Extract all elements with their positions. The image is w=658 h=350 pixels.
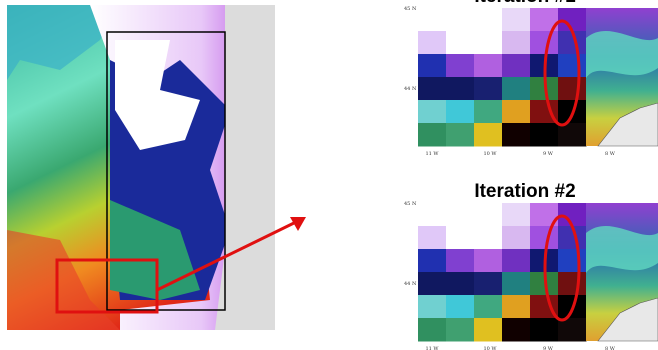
grid-cell — [474, 203, 503, 227]
grid-cell — [558, 249, 587, 273]
grid-cell — [446, 203, 475, 227]
grid-cell — [446, 100, 475, 124]
x-label: 8 W — [605, 151, 616, 157]
grid-cell — [474, 77, 503, 101]
grid-cell — [502, 203, 531, 227]
grid-cell — [558, 123, 587, 147]
grid-cell — [418, 295, 447, 319]
grid-cell — [446, 249, 475, 273]
grid-cell — [446, 295, 475, 319]
grid-cell — [446, 318, 475, 342]
grid-cell — [446, 226, 475, 250]
grid-cell — [418, 226, 447, 250]
grid-cell — [474, 123, 503, 147]
panel-title: Iteration #2 — [474, 181, 575, 202]
grid-cell — [474, 226, 503, 250]
grid-cell — [530, 226, 559, 250]
grid-cell — [418, 203, 447, 227]
x-label: 11 W — [425, 346, 439, 350]
grid-cell — [530, 123, 559, 147]
grid-cell — [418, 318, 447, 342]
grid-cell — [502, 226, 531, 250]
x-label: 8 W — [605, 346, 616, 350]
grid-cell — [502, 8, 531, 32]
x-label: 9 W — [543, 151, 554, 157]
grid-cell — [558, 318, 587, 342]
grid-cell — [418, 8, 447, 32]
grid-cell — [558, 54, 587, 78]
x-label: 11 W — [425, 151, 439, 157]
grid-cell — [530, 318, 559, 342]
grid-cell — [558, 77, 587, 101]
y-label: 45 N — [404, 6, 417, 12]
x-label: 10 W — [483, 346, 497, 350]
grid-cell — [502, 249, 531, 273]
grid-cell — [474, 318, 503, 342]
y-label: 44 N — [404, 86, 417, 92]
grid-cell — [446, 77, 475, 101]
grid-cell — [418, 100, 447, 124]
grid-cell — [418, 54, 447, 78]
grid-cell — [474, 31, 503, 55]
grid-cell — [418, 31, 447, 55]
iteration-panels: Iteration #145 N44 N11 W10 W9 W8 WIterat… — [404, 0, 658, 350]
grid-cell — [418, 77, 447, 101]
grid-cell — [502, 31, 531, 55]
grid-cell — [474, 249, 503, 273]
grid-cell — [474, 272, 503, 296]
source-map — [7, 5, 306, 330]
grid-cell — [446, 123, 475, 147]
iteration-panel: Iteration #2 45 N 44 N 11 W 10 W 9 W 8 W — [404, 181, 658, 350]
grid-cell — [446, 54, 475, 78]
grid-cell — [502, 123, 531, 147]
grid-cell — [502, 318, 531, 342]
y-label: 45 N — [404, 201, 417, 207]
grid-cell — [502, 54, 531, 78]
grid-cell — [446, 272, 475, 296]
grid-cell — [446, 8, 475, 32]
grid-cell — [502, 77, 531, 101]
grid-cell — [530, 31, 559, 55]
grid-cell — [474, 54, 503, 78]
iteration-panel: Iteration #1 45 N 44 N 11 W 10 W 9 W 8 W — [404, 0, 658, 157]
grid-cell — [474, 8, 503, 32]
grid-cell — [418, 272, 447, 296]
grid-cell — [502, 100, 531, 124]
grid-cell — [502, 272, 531, 296]
x-label: 9 W — [543, 346, 554, 350]
x-label: 10 W — [483, 151, 497, 157]
panel-title: Iteration #1 — [474, 0, 576, 7]
grid-cell — [558, 272, 587, 296]
grid-cell — [446, 31, 475, 55]
y-label: 44 N — [404, 281, 417, 287]
grid-cell — [474, 100, 503, 124]
grid-cell — [474, 295, 503, 319]
grid-cell — [418, 123, 447, 147]
grid-cell — [502, 295, 531, 319]
figure: Iteration #145 N44 N11 W10 W9 W8 WIterat… — [0, 0, 658, 350]
grid-cell — [418, 249, 447, 273]
